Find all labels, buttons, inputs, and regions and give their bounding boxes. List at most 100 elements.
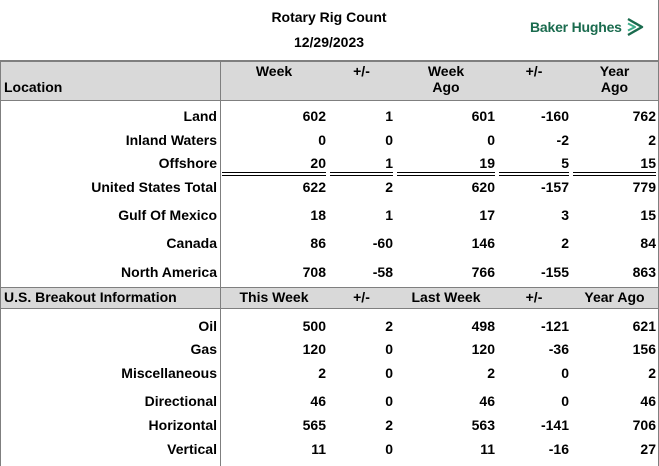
cell-week-ago: 11 [480, 441, 495, 457]
cell-week: 120 [302, 341, 326, 357]
table-row: Inland Waters 0 0 0 -2 2 [0, 131, 659, 151]
total-double-rule [330, 172, 393, 176]
cell-change-year: -36 [548, 341, 569, 357]
cell-change-year: 3 [561, 207, 569, 223]
cell-change-year: -121 [540, 318, 569, 334]
cell-year-ago: 2 [648, 365, 656, 381]
cell-week-ago: 46 [479, 393, 495, 409]
cell-week-ago: 766 [471, 264, 495, 280]
cell-change-week: 0 [385, 393, 393, 409]
cell-change-year: 0 [561, 365, 569, 381]
table-row: Gas 120 0 120 -36 156 [0, 340, 659, 360]
header-plus-minus-1: +/- [353, 63, 370, 79]
cell-year-ago: 762 [632, 108, 656, 124]
cell-year-ago: 156 [632, 341, 656, 357]
cell-change-year: -155 [540, 264, 569, 280]
cell-year-ago: 15 [640, 207, 656, 223]
cell-change-year: -2 [556, 132, 569, 148]
baker-hughes-logo: Baker Hughes [530, 17, 645, 37]
cell-change-week: 0 [385, 132, 393, 148]
cell-change-year: -157 [540, 179, 569, 195]
cell-change-week: -60 [372, 235, 393, 251]
cell-week: 86 [310, 235, 326, 251]
row-label: Offshore [158, 155, 217, 171]
header-plus-minus-3: +/- [353, 289, 370, 305]
cell-change-week: 2 [385, 417, 393, 433]
cell-week-ago: 563 [471, 417, 495, 433]
row-label: Directional [144, 393, 217, 409]
report-title: Rotary Rig Count [271, 9, 387, 25]
cell-week-ago: 120 [471, 341, 495, 357]
table-row: Directional 46 0 46 0 46 [0, 392, 659, 412]
cell-week-ago: 2 [487, 365, 495, 381]
header-this-week: This Week [239, 289, 309, 305]
cell-year-ago: 779 [632, 179, 656, 195]
cell-change-week: 1 [385, 207, 393, 223]
cell-week: 46 [310, 393, 326, 409]
logo-text: Baker Hughes [530, 19, 622, 35]
cell-year-ago: 27 [640, 441, 656, 457]
cell-change-week: 1 [385, 108, 393, 124]
cell-year-ago: 15 [640, 155, 656, 171]
row-label: Inland Waters [125, 132, 217, 148]
table-row: Miscellaneous 2 0 2 0 2 [0, 364, 659, 384]
cell-change-week: 2 [385, 179, 393, 195]
cell-change-year: -16 [548, 441, 569, 457]
total-double-rule [397, 172, 495, 176]
cell-week-ago: 19 [479, 155, 495, 171]
cell-year-ago: 84 [640, 235, 656, 251]
table-row: Canada 86 -60 146 2 84 [0, 234, 659, 254]
cell-change-week: 2 [385, 318, 393, 334]
row-label: Miscellaneous [121, 365, 217, 381]
header-year-ago-line1: Year [599, 63, 630, 79]
cell-week: 20 [310, 155, 326, 171]
cell-year-ago: 46 [640, 393, 656, 409]
header-week-ago-line2: Ago [432, 79, 460, 95]
total-double-rule [222, 172, 326, 176]
cell-week: 708 [302, 264, 326, 280]
table-row: North America 708 -58 766 -155 863 [0, 263, 659, 283]
row-label: United States Total [91, 179, 217, 195]
row-label: North America [121, 264, 217, 280]
cell-week: 18 [310, 207, 326, 223]
row-label: Oil [198, 318, 217, 334]
total-double-rule [499, 172, 569, 176]
cell-year-ago: 621 [632, 318, 656, 334]
cell-week-ago: 601 [471, 108, 495, 124]
table-row: Vertical 11 0 11 -16 27 [0, 440, 659, 460]
cell-week: 0 [318, 132, 326, 148]
cell-change-week: 0 [385, 341, 393, 357]
left-border [0, 61, 1, 466]
total-double-rule [573, 172, 656, 176]
header-year-ago: Year Ago [584, 289, 645, 305]
header-plus-minus-2: +/- [525, 63, 543, 79]
column-divider [220, 61, 221, 466]
cell-change-year: -160 [540, 108, 569, 124]
cell-change-week: 0 [385, 365, 393, 381]
cell-week-ago: 0 [487, 132, 495, 148]
cell-week-ago: 146 [471, 235, 495, 251]
report-date: 12/29/2023 [293, 34, 365, 50]
table-row: Oil 500 2 498 -121 621 [0, 317, 659, 337]
cell-week: 622 [302, 179, 326, 195]
header-location: Location [4, 79, 63, 95]
row-label: Gulf Of Mexico [118, 207, 217, 223]
header-week: Week [255, 63, 293, 79]
cell-week: 11 [311, 441, 326, 457]
cell-year-ago: 706 [632, 417, 656, 433]
header-last-week: Last Week [411, 289, 481, 305]
header-year-ago-line2: Ago [600, 79, 629, 95]
cell-change-year: -141 [540, 417, 569, 433]
cell-week: 500 [302, 318, 326, 334]
row-label: Vertical [167, 441, 217, 457]
row-label: Horizontal [148, 417, 217, 433]
cell-change-year: 2 [561, 235, 569, 251]
row-label: Land [183, 108, 217, 124]
cell-week: 2 [318, 365, 326, 381]
location-header-row: Location Week +/- Week Ago +/- Year Ago [0, 61, 659, 101]
cell-change-week: 1 [385, 155, 393, 171]
cell-change-week: 0 [385, 441, 393, 457]
cell-week-ago: 620 [471, 179, 495, 195]
cell-change-year: 5 [561, 155, 569, 171]
